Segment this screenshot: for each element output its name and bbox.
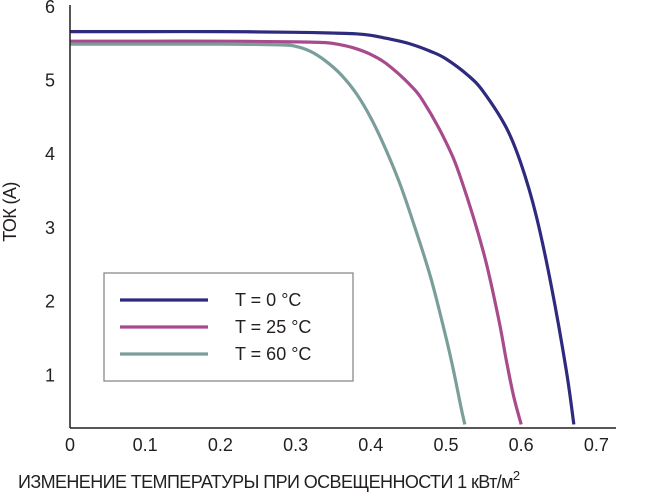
y-tick-label: 3	[45, 218, 55, 238]
y-tick-label: 4	[45, 144, 55, 164]
series-layer	[69, 29, 576, 425]
x-tick-label: 0.5	[433, 435, 458, 455]
legend-entries: T = 0 °C T = 25 °C T = 60 °C	[120, 290, 311, 364]
y-tick-label: 2	[45, 292, 55, 312]
legend: T = 0 °C T = 25 °C T = 60 °C	[103, 272, 354, 382]
x-axis-title-superscript: 2	[513, 468, 520, 483]
x-tick-label: 0.3	[283, 435, 308, 455]
x-tick-label: 0.2	[208, 435, 233, 455]
y-tick-label: 5	[45, 71, 55, 91]
x-tick-labels: 0 0.1 0.2 0.3 0.4 0.5 0.6 0.7	[65, 435, 609, 455]
legend-label-1: T = 0 °C	[235, 290, 301, 310]
y-tick-labels: 1 2 3 4 5 6	[45, 0, 55, 385]
x-tick-label: 0	[65, 435, 75, 455]
x-tick-label: 0.7	[584, 435, 609, 455]
x-tick-label: 0.6	[509, 435, 534, 455]
legend-label-3: T = 60 °C	[235, 344, 311, 364]
series-line-1	[70, 29, 576, 425]
y-axis-title: ТОК (А)	[0, 182, 20, 241]
x-axis-title: ИЗМЕНЕНИЕ ТЕМПЕРАТУРЫ ПРИ ОСВЕЩЕННОСТИ 1…	[18, 468, 520, 492]
y-tick-label: 1	[45, 365, 55, 385]
legend-label-2: T = 25 °C	[235, 317, 311, 337]
x-tick-label: 0.4	[358, 435, 383, 455]
y-tick-label: 6	[45, 0, 55, 17]
x-tick-label: 0.1	[133, 435, 158, 455]
series-line-2	[70, 39, 523, 425]
series-line-3	[69, 42, 467, 425]
x-axis-title-main: ИЗМЕНЕНИЕ ТЕМПЕРАТУРЫ ПРИ ОСВЕЩЕННОСТИ 1…	[18, 472, 513, 492]
